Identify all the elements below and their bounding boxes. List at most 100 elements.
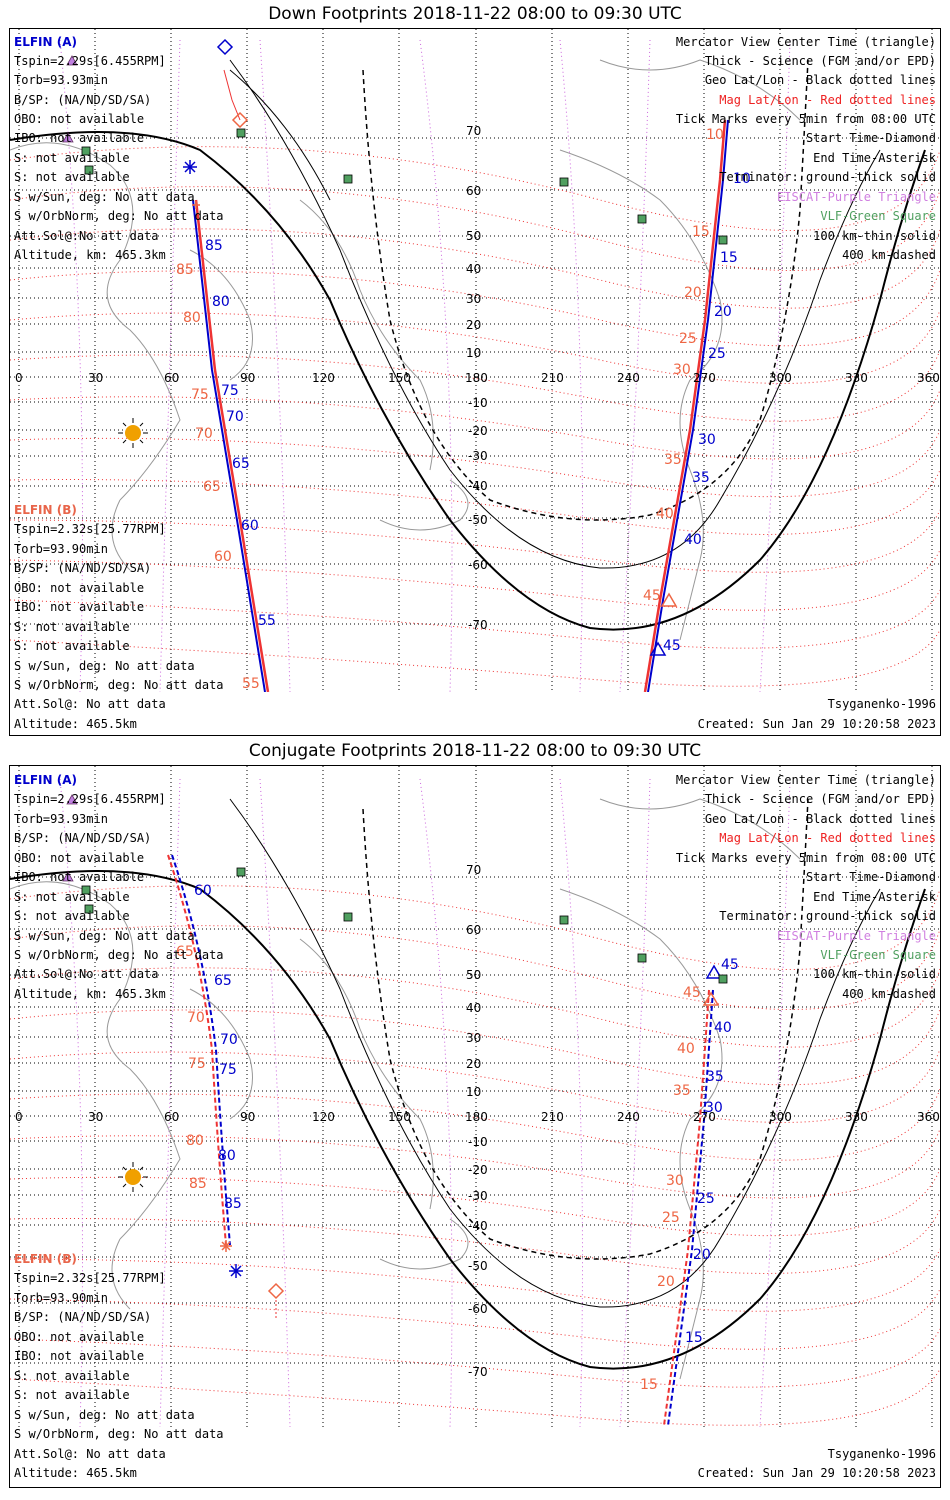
panel-2-tick-labels: 60 65 70 75 80 85 65 70 75 80 85 45 40 35 30 25…	[176, 883, 739, 1393]
svg-text:330: 330	[845, 371, 868, 385]
panel-1-frame	[9, 28, 941, 736]
elfin-b-track-1	[194, 199, 270, 692]
svg-text:-10: -10	[468, 1135, 488, 1149]
legend-line: Terminator: ground-thick solid	[719, 170, 936, 184]
elfin-a-conj-track-1	[171, 854, 231, 1246]
vlf-squares-1	[81, 128, 728, 245]
created-label: Created: Sun Jan 29 10:20:58 2023	[698, 717, 936, 731]
eiscat-triangle-2	[62, 871, 74, 882]
svg-text:120: 120	[312, 371, 335, 385]
svg-text:360: 360	[917, 1110, 940, 1124]
elfin-a-line: S: not available	[14, 170, 130, 184]
elfin-b-end-asterisk	[192, 201, 200, 209]
svg-text:240: 240	[617, 371, 640, 385]
svg-text:-40: -40	[468, 1219, 488, 1233]
svg-text:35: 35	[692, 470, 710, 486]
svg-text:90: 90	[240, 371, 255, 385]
elfin-a-center-triangle	[649, 641, 667, 656]
mag-meridians-2	[59, 778, 791, 1427]
legend-line: Geo Lat/Lon - Black dotted lines	[705, 812, 936, 826]
svg-text:80: 80	[186, 1133, 204, 1149]
elfin-b-name: ELFIN (B)	[14, 503, 77, 517]
legend-line: EISCAT-Purple Triangle	[777, 929, 936, 943]
svg-text:270: 270	[693, 1110, 716, 1124]
svg-text:90: 90	[240, 1110, 255, 1124]
svg-text:25: 25	[679, 331, 697, 347]
svg-text:-30: -30	[468, 449, 488, 463]
svg-text:-40: -40	[468, 479, 488, 493]
svg-text:50: 50	[466, 229, 481, 243]
panel-1-axis-lon: 0 30 60 90 120 150 180 210 240 270 300 330 360	[15, 371, 940, 385]
elfin-b-name: ELFIN (B)	[14, 1252, 77, 1266]
elfin-b-start-diamond	[231, 111, 249, 129]
legend-line: Thick - Science (FGM and/or EPD)	[705, 792, 936, 806]
elfin-a-line: Att.Sol@:No att data	[14, 967, 159, 981]
panel-1-map	[10, 29, 940, 692]
elfin-a-line: Att.Sol@:No att data	[14, 229, 159, 243]
sun-icon	[118, 418, 148, 448]
elfin-a-line: S w/OrbNorm, deg: No att data	[14, 948, 224, 962]
elfin-a-track-1	[192, 199, 266, 692]
legend-line: 400 km-dashed	[842, 248, 936, 262]
svg-text:30: 30	[466, 1031, 481, 1045]
svg-text:20: 20	[684, 285, 702, 301]
legend-line: EISCAT-Purple Triangle	[777, 190, 936, 204]
svg-text:240: 240	[617, 1110, 640, 1124]
eiscat-triangle	[62, 132, 74, 143]
svg-text:65: 65	[203, 479, 221, 495]
model-label: Tsyganenko-1996	[828, 697, 936, 711]
panel-2-axis-lat: 70 60 50 40 30 20 10 -10 -20 -30 -40 -50 -60 -7…	[466, 863, 488, 1379]
elfin-b-line: IBO: not available	[14, 600, 144, 614]
svg-text:30: 30	[88, 371, 103, 385]
svg-text:270: 270	[693, 371, 716, 385]
elfin-a-center-triangle-2	[705, 964, 723, 979]
terminator-ground	[10, 131, 926, 631]
legend-line: Terminator: ground-thick solid	[719, 909, 936, 923]
svg-text:0: 0	[15, 371, 23, 385]
elfin-a-end-asterisk-2	[229, 1264, 243, 1278]
svg-text:300: 300	[769, 1110, 792, 1124]
panel-2-elfin-a-info: ELFIN (A) Tspin=2.29s[6.455RPM] Torb=93.…	[14, 773, 224, 1001]
elfin-b-line: S w/OrbNorm, deg: No att data	[14, 678, 224, 692]
svg-text:80: 80	[212, 294, 230, 310]
svg-text:10: 10	[706, 127, 724, 143]
elfin-a-line: Altitude, km: 465.3km	[14, 987, 166, 1001]
legend-line: End Time-Asterisk	[813, 151, 937, 165]
panel-2-map	[10, 766, 940, 1427]
elfin-a-line: S w/Sun, deg: No att data	[14, 190, 195, 204]
elfin-b-line: Tspin=2.32s[25.77RPM]	[14, 1271, 166, 1285]
svg-text:85: 85	[224, 1196, 242, 1212]
elfin-b-line: OBO: not available	[14, 1330, 144, 1344]
svg-text:180: 180	[465, 371, 488, 385]
elfin-b-conj-track-2	[662, 989, 710, 1427]
svg-text:40: 40	[656, 506, 674, 522]
svg-text:75: 75	[191, 387, 209, 403]
eiscat-triangle	[66, 55, 78, 66]
svg-text:210: 210	[541, 371, 564, 385]
terminator-100km-top	[229, 69, 331, 201]
svg-text:-20: -20	[468, 1163, 488, 1177]
svg-text:45: 45	[663, 638, 681, 654]
svg-text:360: 360	[917, 371, 940, 385]
svg-text:-70: -70	[468, 618, 488, 632]
terminator-400km	[362, 59, 809, 521]
elfin-a-start-diamond	[216, 38, 234, 56]
legend-line: VLF-Green Square	[820, 209, 936, 223]
svg-text:50: 50	[466, 968, 481, 982]
svg-text:80: 80	[183, 310, 201, 326]
legend-line: Mercator View Center Time (triangle)	[676, 773, 936, 787]
panel-2-axis-lon: 0 30 60 90 120 150 180 210 240 270 300 330 360	[15, 1110, 940, 1124]
svg-text:70: 70	[195, 426, 213, 442]
panel-1-tick-labels: 85 80 75 70 65 60 55 85 80 75 70 65 60 55 10 15…	[176, 127, 751, 692]
panel-2-frame	[9, 765, 941, 1488]
svg-text:20: 20	[714, 304, 732, 320]
elfin-b-line: S w/Sun, deg: No att data	[14, 659, 195, 673]
elfin-a-line: S w/Sun, deg: No att data	[14, 929, 195, 943]
svg-text:-50: -50	[468, 513, 488, 527]
svg-text:25: 25	[662, 1210, 680, 1226]
legend-line: 100 km-thin solid	[813, 229, 936, 243]
elfin-a-line: S: not available	[14, 890, 130, 904]
elfin-b-line: Tspin=2.32s[25.77RPM]	[14, 522, 166, 536]
svg-text:150: 150	[388, 371, 411, 385]
elfin-b-line: S: not available	[14, 1369, 130, 1383]
